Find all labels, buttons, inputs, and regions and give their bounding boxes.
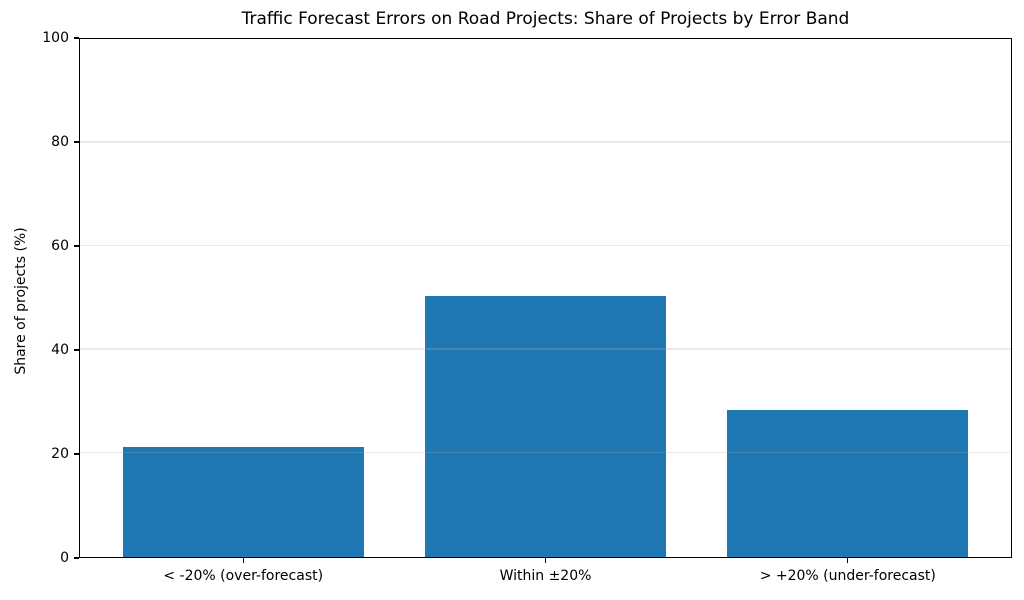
x-tick-label-2: > +20% (under-forecast) bbox=[759, 568, 936, 584]
bar-2 bbox=[726, 409, 968, 557]
y-tick-mark-0 bbox=[74, 557, 79, 559]
y-tick-mark-20 bbox=[74, 453, 79, 455]
x-tick-mark-1 bbox=[544, 558, 547, 563]
y-tick-mark-80 bbox=[74, 141, 79, 143]
y-tick-label-40: 40 bbox=[51, 342, 69, 358]
gridline-80 bbox=[80, 141, 1011, 143]
chart-title: Traffic Forecast Errors on Road Projects… bbox=[241, 9, 850, 29]
y-tick-label-100: 100 bbox=[42, 30, 69, 46]
y-tick-label-0: 0 bbox=[60, 550, 69, 566]
x-tick-label-1: Within ±20% bbox=[499, 568, 592, 584]
x-tick-mark-2 bbox=[847, 558, 849, 563]
y-tick-mark-100 bbox=[74, 37, 79, 39]
y-tick-mark-60 bbox=[74, 245, 79, 247]
gridline-60 bbox=[80, 244, 1011, 247]
y-tick-label-20: 20 bbox=[51, 446, 69, 462]
plot-area bbox=[79, 38, 1012, 558]
y-tick-label-80: 80 bbox=[51, 134, 69, 150]
x-tick-mark-0 bbox=[242, 558, 244, 563]
bar-0 bbox=[123, 447, 365, 557]
y-tick-mark-40 bbox=[74, 349, 79, 351]
bar-1 bbox=[424, 295, 667, 557]
x-tick-label-0: < -20% (over-forecast) bbox=[163, 568, 324, 584]
y-tick-label-60: 60 bbox=[51, 238, 69, 254]
